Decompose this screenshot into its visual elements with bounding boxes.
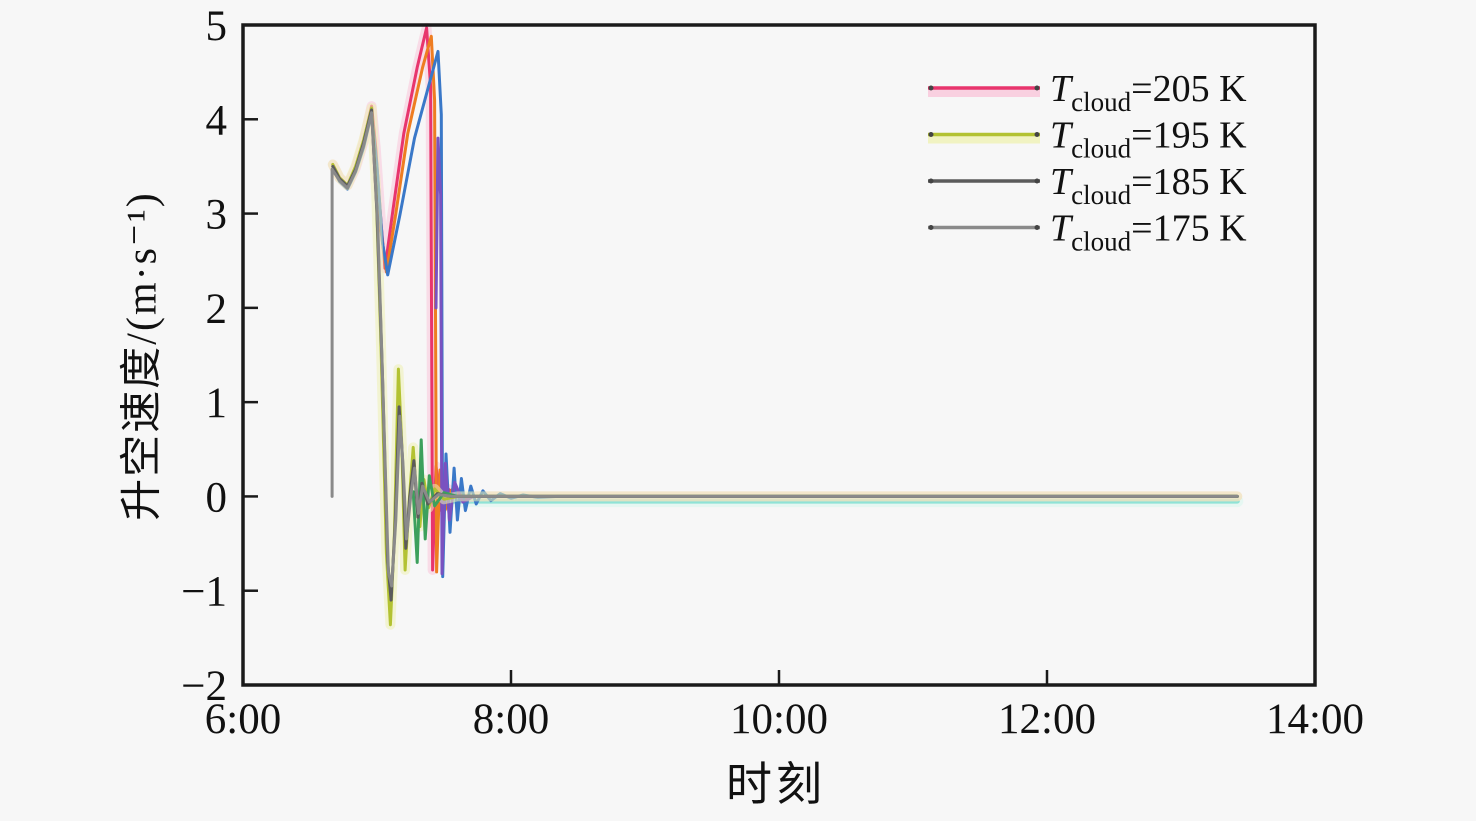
legend-swatch-endcap <box>1034 225 1040 230</box>
x-tick-label: 14:00 <box>1266 696 1364 743</box>
y-tick-label: −1 <box>181 569 227 616</box>
legend-swatch-endcap <box>928 132 934 137</box>
legend-swatch-endcap <box>1034 178 1040 184</box>
legend-swatch-endcap <box>1034 85 1040 91</box>
y-tick-label: 2 <box>206 286 228 333</box>
y-tick-label: 0 <box>206 474 228 521</box>
legend-label: Tcloud=185 K <box>1050 161 1247 210</box>
legend-swatch-endcap <box>928 225 934 230</box>
x-tick-label: 6:00 <box>205 696 281 743</box>
legend-swatch-endcap <box>928 85 934 91</box>
x-tick-label: 8:00 <box>473 696 549 743</box>
series-Tcloud=175K <box>330 111 1239 588</box>
legend-swatch-endcap <box>928 178 934 184</box>
legend-swatch-endcap <box>1034 132 1040 137</box>
x-tick-label: 10:00 <box>730 696 828 743</box>
x-tick-label: 12:00 <box>998 696 1096 743</box>
y-tick-label: −2 <box>181 663 227 710</box>
y-tick-label: 4 <box>206 97 228 144</box>
y-axis-label: 升空速度/(m·s⁻¹) <box>119 191 166 521</box>
x-axis-label: 时刻 <box>726 759 826 810</box>
legend-label: Tcloud=205 K <box>1050 68 1247 117</box>
legend-label: Tcloud=175 K <box>1050 208 1247 257</box>
y-tick-label: 5 <box>206 3 228 50</box>
legend-label: Tcloud=195 K <box>1050 115 1247 164</box>
y-tick-label: 3 <box>206 192 228 239</box>
y-tick-label: 1 <box>206 380 228 427</box>
